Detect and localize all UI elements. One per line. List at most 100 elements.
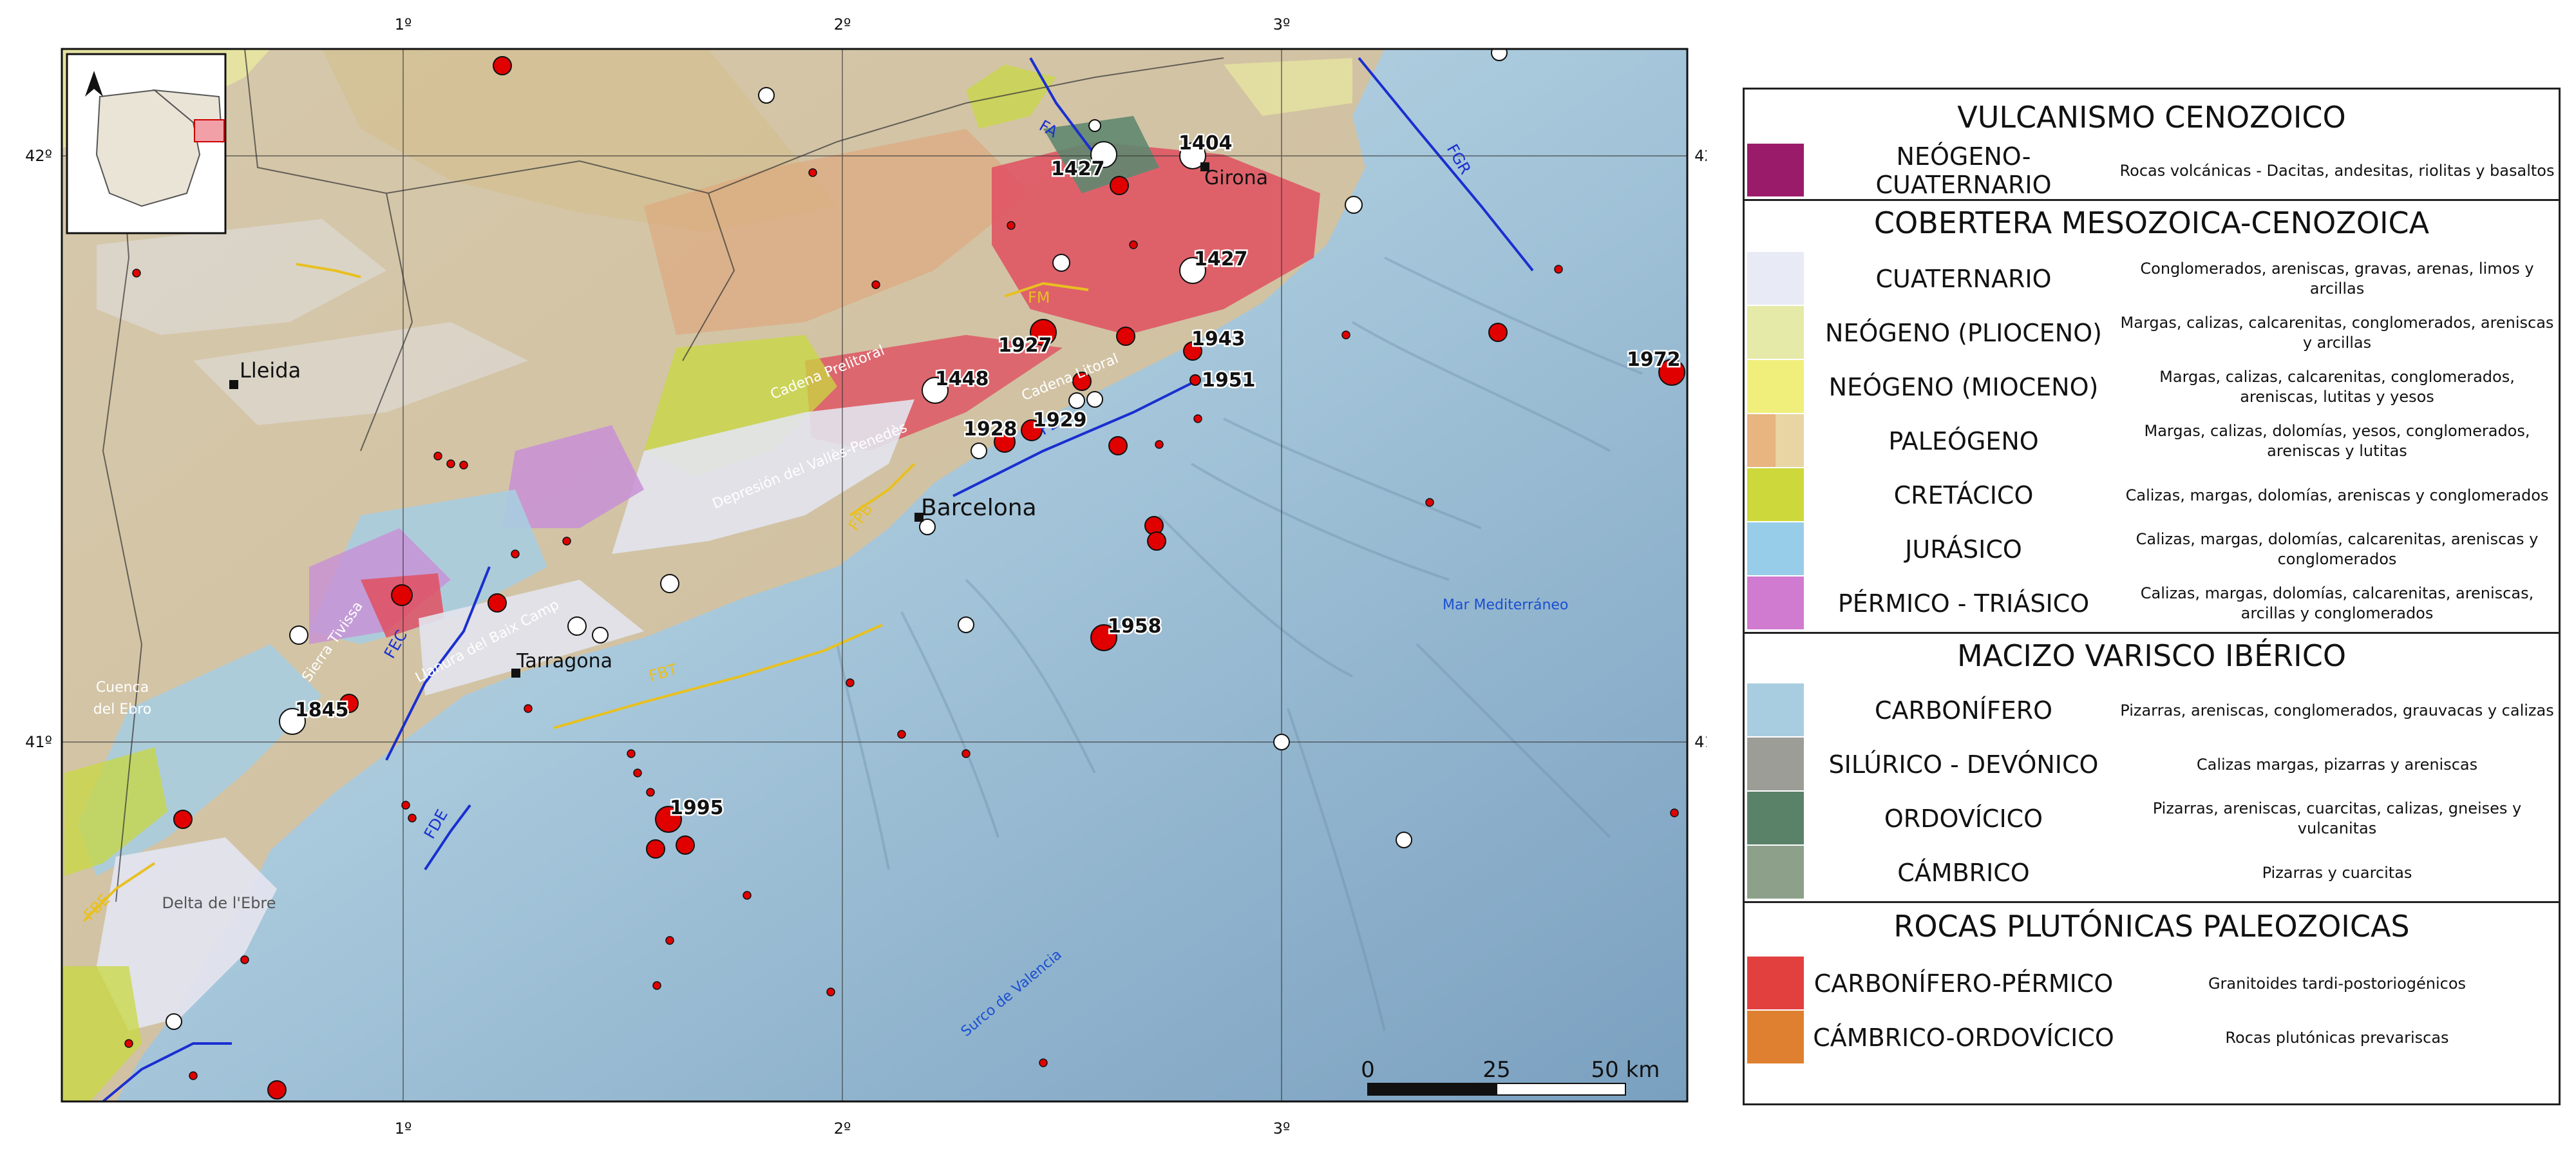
region-label-mar: Mar Mediterráneo	[1443, 597, 1568, 613]
legend-swatch	[1747, 360, 1804, 413]
legend-row: NEÓGENO (PLIOCENO) Margas, calizas, calc…	[1745, 306, 2559, 360]
legend-unit-name: CÁMBRICO-ORDOVÍCICO	[1813, 1024, 2114, 1052]
legend-unit-name: PALEÓGENO	[1888, 427, 2039, 455]
event-year-1404: 1404	[1179, 132, 1233, 155]
epicenter-marker	[488, 593, 507, 613]
epicenter-marker	[166, 1013, 182, 1030]
legend-section-title: COBERTERA MESOZOICA-CENOZOICA	[1873, 205, 2430, 240]
legend-unit-desc: Granitoides tardi-postoriogénicos	[2208, 974, 2467, 993]
epicenter-marker	[592, 627, 609, 643]
legend-swatch	[1747, 846, 1804, 899]
lat-label: 42º	[1694, 147, 1707, 165]
epicenter-marker	[660, 574, 679, 593]
legend-row: CUATERNARIO Conglomerados, areniscas, gr…	[1745, 252, 2559, 306]
lon-label: 3º	[1273, 1120, 1291, 1138]
epicenter-marker	[1072, 372, 1092, 391]
epicenter-marker	[1052, 254, 1070, 272]
event-year-1448: 1448	[935, 368, 989, 390]
legend-swatch	[1747, 738, 1804, 790]
legend-unit-name: JURÁSICO	[1905, 535, 2022, 564]
epicenter-marker	[339, 694, 359, 713]
epicenter-marker	[1189, 374, 1201, 386]
region-label-cuenca: Cuenca	[96, 680, 149, 696]
geological-map: 1º 2º 3º 1º 2º 3º 42º 41º 42º 41º Lleida…	[25, 15, 1707, 1138]
epicenter-marker	[1183, 341, 1202, 361]
legend-row: JURÁSICO Calizas, margas, dolomías, calc…	[1745, 522, 2559, 576]
epicenter-marker	[1086, 391, 1103, 408]
epicenter-marker	[1488, 323, 1508, 342]
scale-tick-0: 0	[1361, 1057, 1375, 1083]
epicenter-marker	[971, 443, 987, 459]
event-year-1845: 1845	[295, 699, 349, 721]
event-year-1943: 1943	[1191, 328, 1245, 350]
legend-unit-name: CARBONÍFERO-PÉRMICO	[1814, 969, 2114, 998]
legend-row: NEÓGENO- CUATERNARIO Rocas volcánicas - …	[1745, 142, 2559, 199]
event-year-labels: 1404 1427 1427 1927 1943 1951 1448 1928 …	[294, 131, 1683, 821]
legend-section-title: MACIZO VARISCO IBÉRICO	[1956, 638, 2347, 673]
fault-label-fm: FM	[1028, 289, 1050, 307]
epicenter-marker	[1088, 119, 1101, 132]
legend-swatch	[1747, 252, 1804, 305]
event-year-1929: 1929	[1033, 409, 1087, 432]
legend-row: CÁMBRICO-ORDOVÍCICO Rocas plutónicas pre…	[1745, 1011, 2559, 1065]
epicenter-marker	[655, 806, 682, 833]
lat-label: 41º	[25, 733, 52, 751]
epicenter-marker	[279, 708, 306, 735]
legend-unit-desc: Calizas, margas, dolomías, calcarenitas,…	[2136, 530, 2539, 568]
legend-unit-desc: Rocas volcánicas - Dacitas, andesitas, r…	[2119, 161, 2555, 180]
epicenter-marker	[1658, 359, 1685, 386]
map-frame	[61, 48, 1689, 1103]
lon-label: 1º	[395, 1120, 412, 1138]
event-year-1958: 1958	[1108, 615, 1162, 638]
legend-swatch	[1747, 144, 1804, 196]
lon-label: 2º	[834, 1120, 851, 1138]
inset-locator-map	[66, 53, 227, 234]
epicenter-marker	[1273, 734, 1290, 750]
epicenter-marker	[567, 616, 587, 636]
epicenter-marker	[919, 519, 936, 535]
lat-label: 42º	[25, 147, 52, 165]
epicenter-marker	[493, 56, 512, 75]
legend-unit-name: SILÚRICO - DEVÓNICO	[1828, 750, 2099, 779]
epicenter-marker	[1345, 196, 1363, 214]
event-year-1972: 1972	[1627, 348, 1681, 371]
legend-section-title: ROCAS PLUTÓNICAS PALEOZOICAS	[1893, 909, 2410, 944]
legend-unit-desc: Margas, calizas, calcarenitas, conglomer…	[2159, 368, 2515, 406]
graticule	[62, 49, 1687, 1101]
city-label-girona: Girona	[1204, 167, 1268, 189]
legend-swatch	[1747, 414, 1804, 467]
epicenter-marker	[994, 431, 1016, 453]
legend-row: PÉRMICO - TRIÁSICO Calizas, margas, dolo…	[1745, 576, 2559, 631]
legend-row: ORDOVÍCICO Pizarras, areniscas, cuarcita…	[1745, 792, 2559, 846]
legend-row: CÁMBRICO Pizarras y cuarcitas	[1745, 846, 2559, 900]
epicenter-marker	[1030, 319, 1057, 346]
epicenter-marker	[1116, 327, 1135, 346]
epicenter-marker	[758, 87, 775, 104]
legend-unit-desc: Margas, calizas, calcarenitas, conglomer…	[2120, 314, 2554, 352]
epicenter-marker	[676, 835, 695, 855]
lon-label: 1º	[395, 15, 412, 33]
region-label-cuenca: del Ebro	[93, 701, 152, 718]
geology-units	[62, 49, 1352, 1101]
epicenter-marker	[173, 810, 193, 829]
legend-row: CARBONÍFERO-PÉRMICO Granitoides tardi-po…	[1745, 957, 2559, 1011]
city-label-lleida: Lleida	[240, 358, 301, 383]
legend-unit-name: CÁMBRICO	[1897, 859, 2030, 887]
legend-unit-desc: Calizas margas, pizarras y areniscas	[2196, 755, 2478, 774]
map-legend: VULCANISMO CENOZOICO NEÓGENO- CUATERNARI…	[1743, 88, 2561, 1105]
legend-unit-name: CRETÁCICO	[1893, 481, 2034, 510]
legend-unit-name: NEÓGENO- CUATERNARIO	[1875, 142, 2052, 199]
legend-unit-desc: Pizarras, areniscas, conglomerados, grau…	[2120, 701, 2554, 719]
epicenter-marker	[391, 584, 413, 606]
epicenter-marker	[1068, 392, 1085, 409]
legend-swatch	[1747, 792, 1804, 844]
lon-label: 3º	[1273, 15, 1291, 33]
legend-divider	[1745, 199, 2559, 201]
legend-swatch	[1747, 468, 1804, 521]
legend-row: CRETÁCICO Calizas, margas, dolomías, are…	[1745, 468, 2559, 522]
epicenter-marker	[1491, 49, 1508, 61]
legend-row: CARBONÍFERO Pizarras, areniscas, conglom…	[1745, 683, 2559, 738]
legend-unit-desc: Conglomerados, areniscas, gravas, arenas…	[2140, 260, 2534, 298]
lon-label: 2º	[834, 15, 851, 33]
epicenter-marker	[1108, 436, 1128, 455]
